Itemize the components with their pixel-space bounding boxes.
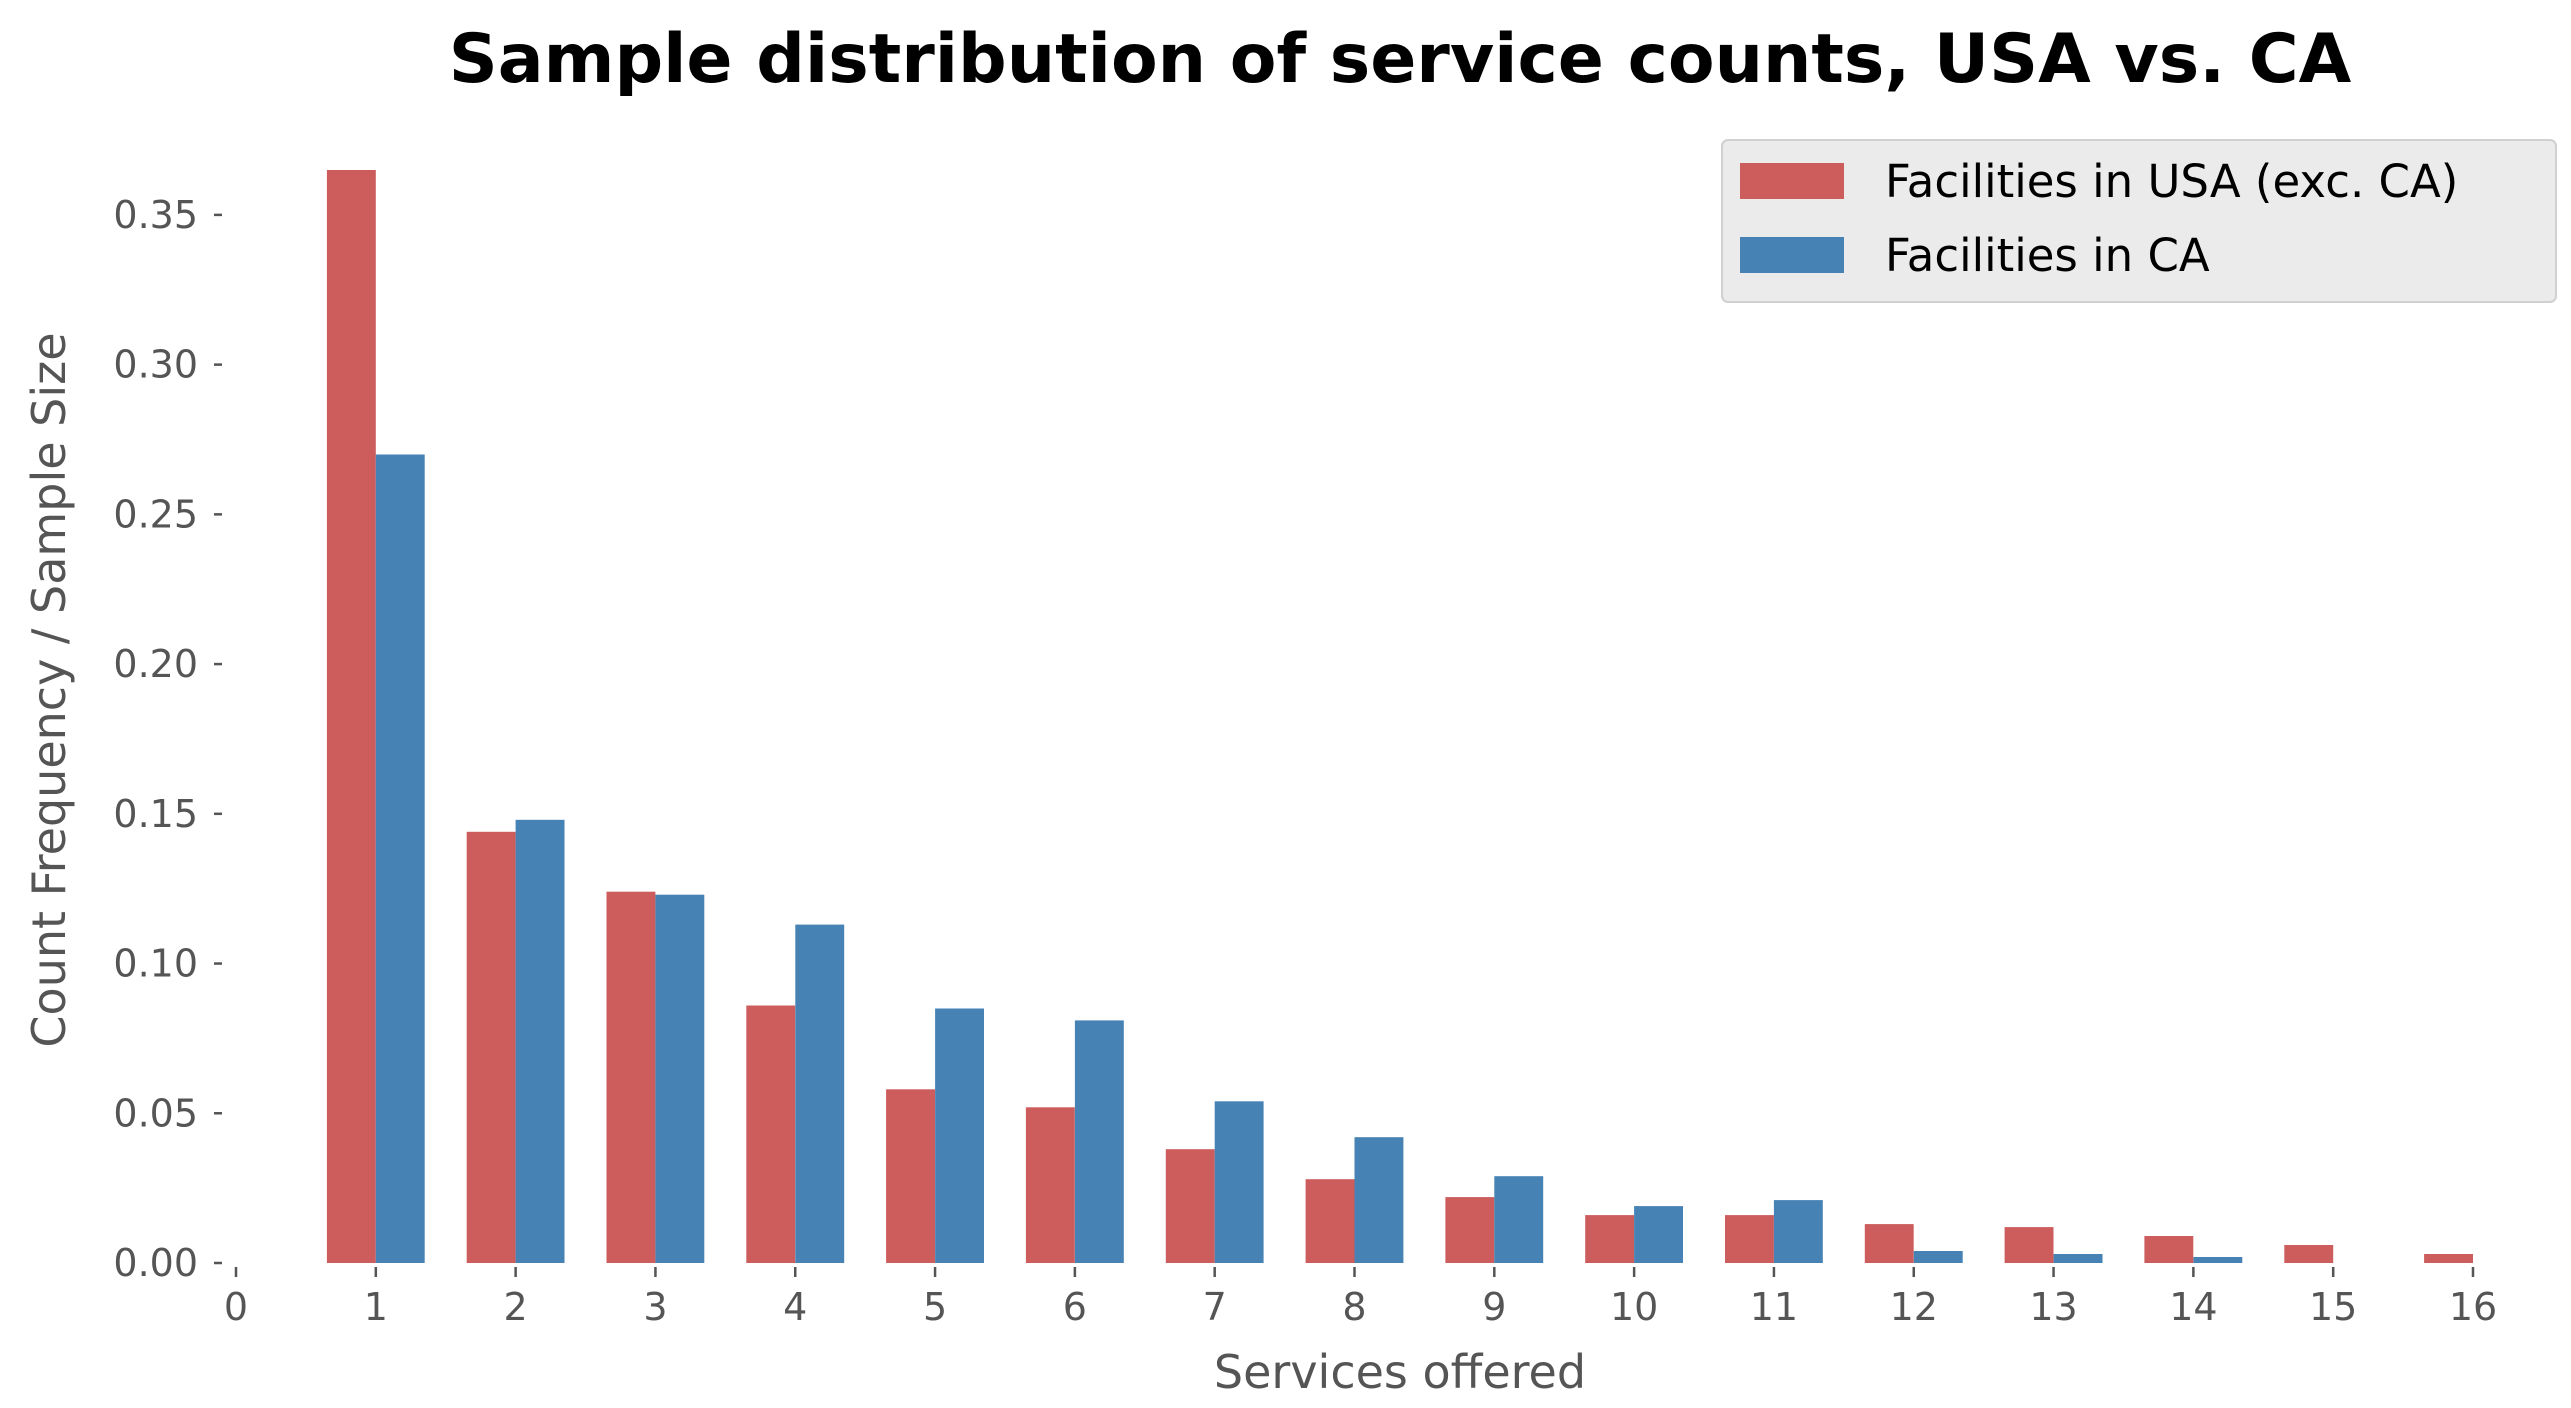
bar-usa-1 (326, 170, 376, 1263)
bar-usa-5 (886, 1089, 935, 1263)
legend-swatch-usa (1740, 163, 1844, 199)
x-tick-label: 13 (2029, 1285, 2077, 1329)
x-tick-label: 5 (923, 1285, 947, 1329)
x-tick-label: 10 (1610, 1285, 1658, 1329)
bar-usa-14 (2144, 1236, 2194, 1263)
x-tick-label: 11 (1750, 1285, 1798, 1329)
x-tick-label: 4 (783, 1285, 807, 1329)
x-tick-label: 12 (1890, 1285, 1938, 1329)
x-tick-label: 15 (2309, 1285, 2357, 1329)
bar-usa-3 (606, 891, 656, 1263)
bar-usa-9 (1445, 1197, 1495, 1263)
bar-usa-2 (466, 831, 516, 1263)
bar-ca-3 (655, 894, 705, 1263)
chart-title: Sample distribution of service counts, U… (449, 20, 2352, 99)
y-axis-label: Count Frequency / Sample Size (22, 332, 76, 1047)
bar-usa-12 (1864, 1224, 1914, 1263)
y-tick-label: 0.10 (113, 942, 198, 986)
x-tick-label: 0 (224, 1285, 248, 1329)
bar-ca-14 (2193, 1257, 2243, 1263)
bar-usa-4 (746, 1005, 796, 1263)
y-tick-label: 0.05 (113, 1091, 198, 1135)
bar-ca-8 (1354, 1137, 1404, 1263)
bar-usa-8 (1305, 1179, 1355, 1263)
x-axis: 0 1 2 3 4 5 6 7 8 9 10 11 12 13 14 15 16 (224, 1267, 2497, 1329)
bar-ca-4 (795, 924, 845, 1263)
y-axis: 0.00 0.05 0.10 0.15 0.20 0.25 0.30 0.35 (113, 193, 222, 1285)
bar-ca-6 (1074, 1020, 1124, 1263)
x-tick-label: 16 (2449, 1285, 2497, 1329)
x-tick-label: 9 (1482, 1285, 1506, 1329)
x-tick-label: 8 (1342, 1285, 1366, 1329)
x-tick-label: 7 (1203, 1285, 1227, 1329)
bar-ca-9 (1494, 1176, 1544, 1263)
legend-swatch-ca (1740, 237, 1844, 273)
y-tick-label: 0.35 (113, 193, 198, 237)
bar-usa-6 (1025, 1107, 1075, 1263)
bar-usa-16 (2424, 1254, 2473, 1263)
y-tick-label: 0.25 (113, 492, 198, 536)
x-tick-label: 2 (504, 1285, 528, 1329)
x-tick-label: 3 (643, 1285, 667, 1329)
bar-usa-13 (2004, 1227, 2054, 1263)
legend-label-usa: Facilities in USA (exc. CA) (1885, 155, 2458, 208)
bar-ca-12 (1913, 1251, 1963, 1263)
y-tick-label: 0.15 (113, 792, 198, 836)
bar-usa-10 (1585, 1215, 1635, 1263)
x-tick-label: 14 (2169, 1285, 2217, 1329)
bar-ca-1 (375, 454, 425, 1263)
bars-group (326, 170, 2473, 1263)
legend-box (1721, 139, 2557, 303)
bar-ca-11 (1773, 1200, 1823, 1263)
bar-ca-5 (935, 1008, 984, 1263)
bar-ca-7 (1214, 1101, 1264, 1263)
bar-ca-13 (2053, 1254, 2103, 1263)
y-tick-label: 0.20 (113, 642, 198, 686)
legend-label-ca: Facilities in CA (1885, 229, 2210, 282)
x-tick-label: 6 (1063, 1285, 1087, 1329)
bar-ca-2 (515, 819, 565, 1263)
bar-usa-15 (2284, 1245, 2334, 1263)
bar-usa-11 (1725, 1215, 1774, 1263)
x-tick-label: 1 (364, 1285, 388, 1329)
y-tick-label: 0.00 (113, 1241, 198, 1285)
x-axis-label: Services offered (1214, 1345, 1586, 1399)
bar-ca-10 (1634, 1206, 1683, 1263)
y-tick-label: 0.30 (113, 343, 198, 387)
legend: Facilities in USA (exc. CA) Facilities i… (1721, 139, 2557, 303)
bar-usa-7 (1165, 1149, 1215, 1263)
